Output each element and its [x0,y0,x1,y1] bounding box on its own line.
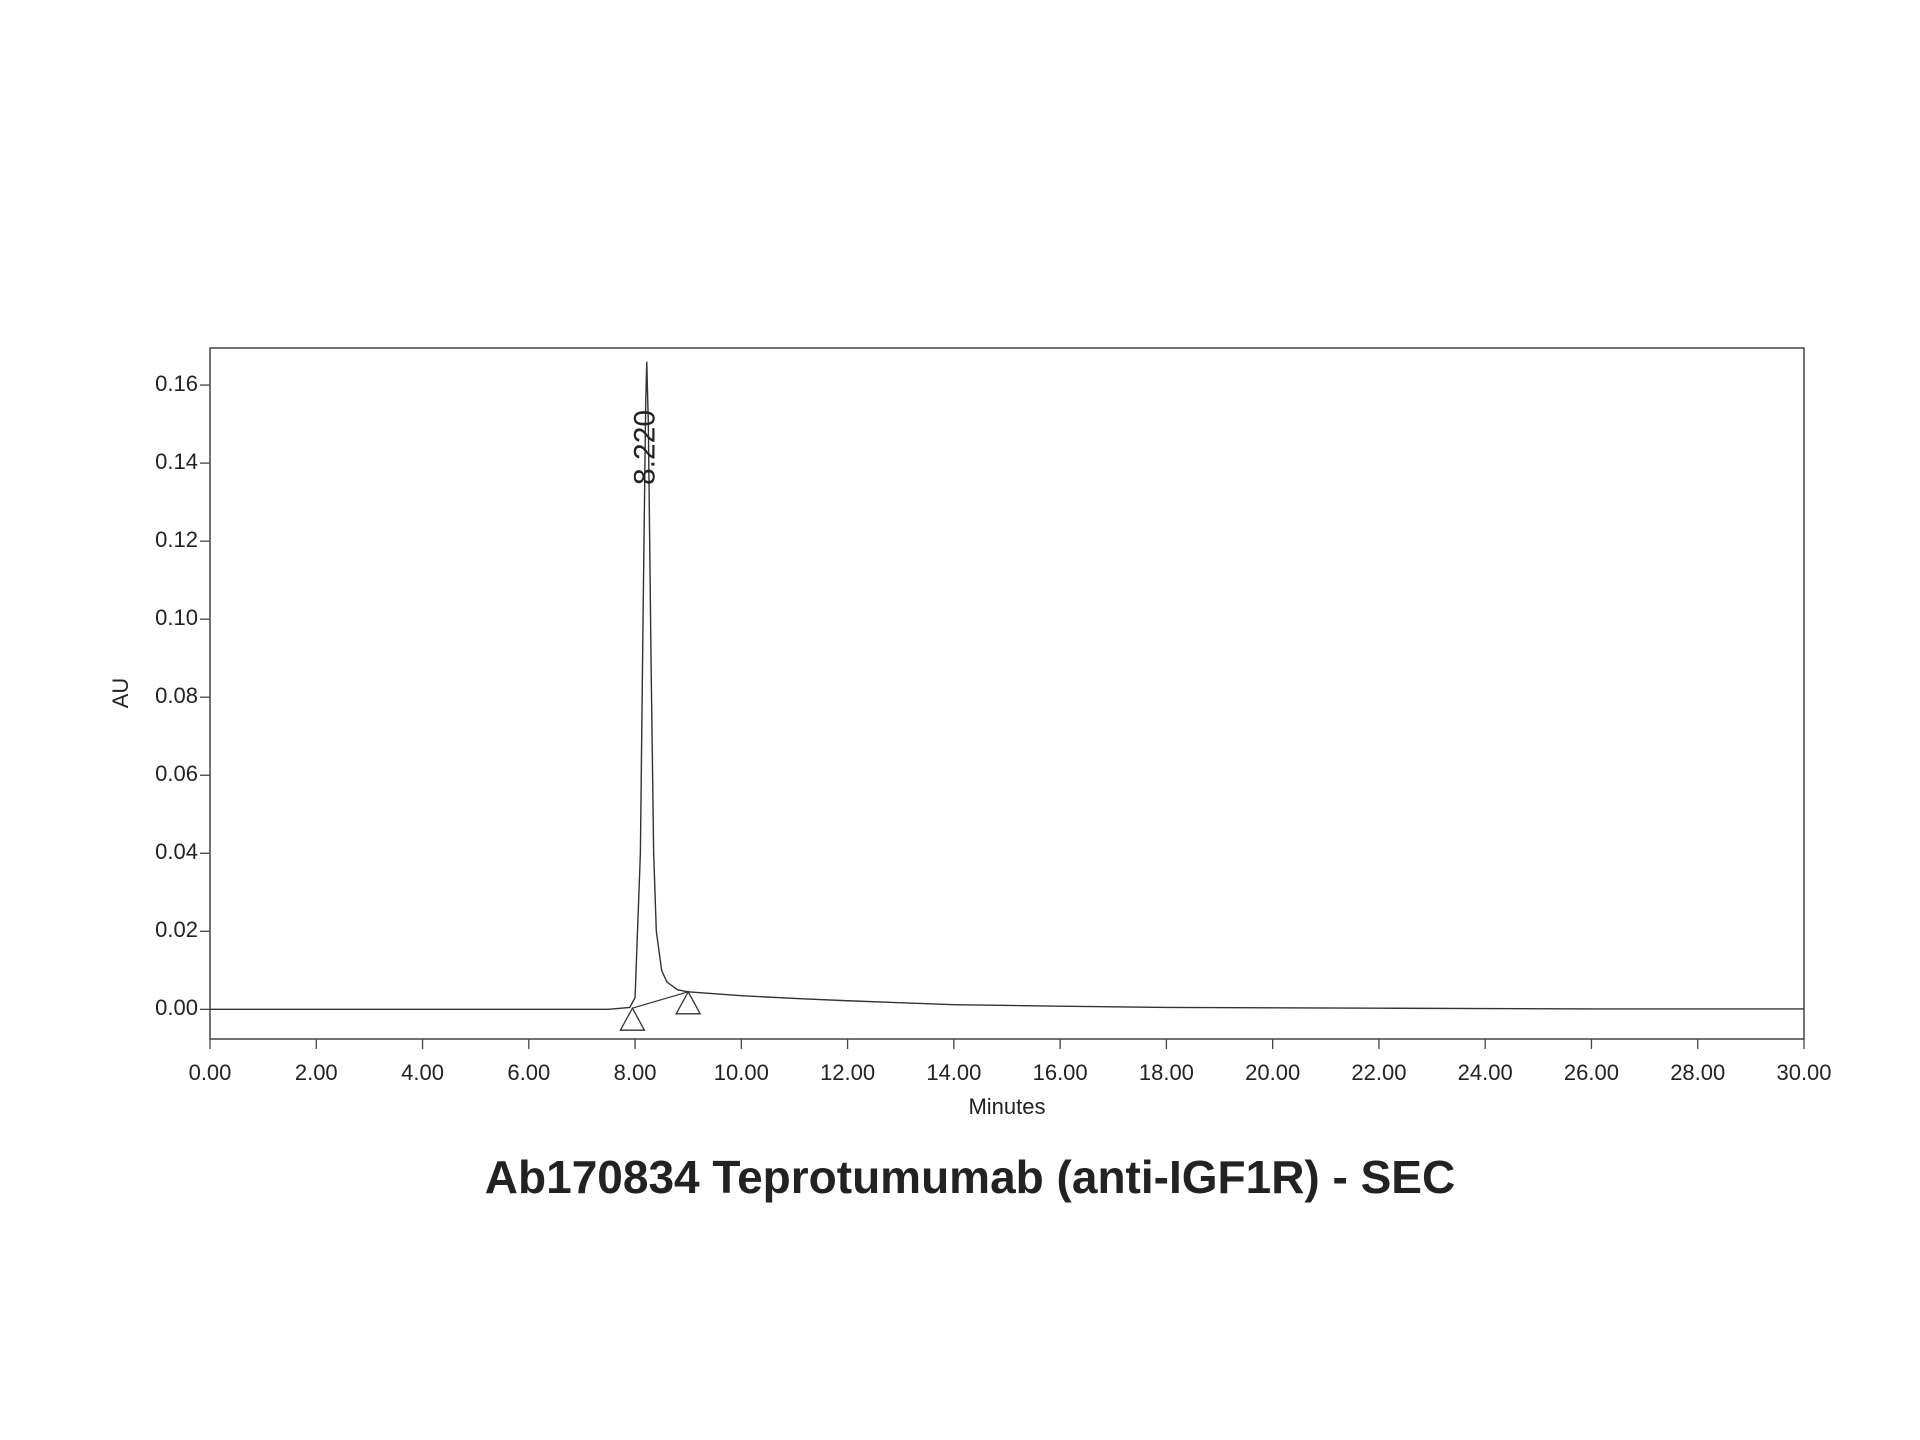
x-tick-label: 2.00 [295,1060,338,1085]
x-tick-label: 30.00 [1776,1060,1831,1085]
x-tick-label: 16.00 [1033,1060,1088,1085]
x-tick-label: 18.00 [1139,1060,1194,1085]
y-tick-label: 0.12 [155,527,198,552]
integration-marker [675,990,702,1015]
x-tick-label: 12.00 [820,1060,875,1085]
x-tick-label: 8.00 [614,1060,657,1085]
chart-title: Ab170834 Teprotumumab (anti-IGF1R) - SEC [485,1151,1455,1203]
x-tick-label: 24.00 [1458,1060,1513,1085]
x-tick-label: 26.00 [1564,1060,1619,1085]
y-tick-label: 0.04 [155,839,198,864]
x-tick-label: 22.00 [1351,1060,1406,1085]
integration-marker [619,1006,646,1031]
x-tick-label: 20.00 [1245,1060,1300,1085]
x-tick-label: 10.00 [714,1060,769,1085]
y-tick-label: 0.00 [155,995,198,1020]
y-tick-label: 0.02 [155,917,198,942]
y-tick-label: 0.08 [155,683,198,708]
x-tick-label: 0.00 [189,1060,232,1085]
trace-line [210,361,1804,1011]
x-axis-label: Minutes [968,1094,1045,1119]
plot-frame [209,347,1805,1040]
y-tick-label: 0.16 [155,371,198,396]
y-tick-label: 0.06 [155,761,198,786]
x-tick-label: 6.00 [507,1060,550,1085]
x-tick-label: 14.00 [926,1060,981,1085]
x-tick-label: 28.00 [1670,1060,1725,1085]
y-tick-label: 0.10 [155,605,198,630]
y-tick-label: 0.14 [155,449,198,474]
x-tick-label: 4.00 [401,1060,444,1085]
integration-baseline [632,991,689,1009]
peak-label: 8.220 [629,410,662,485]
y-axis-label: AU [108,678,133,709]
